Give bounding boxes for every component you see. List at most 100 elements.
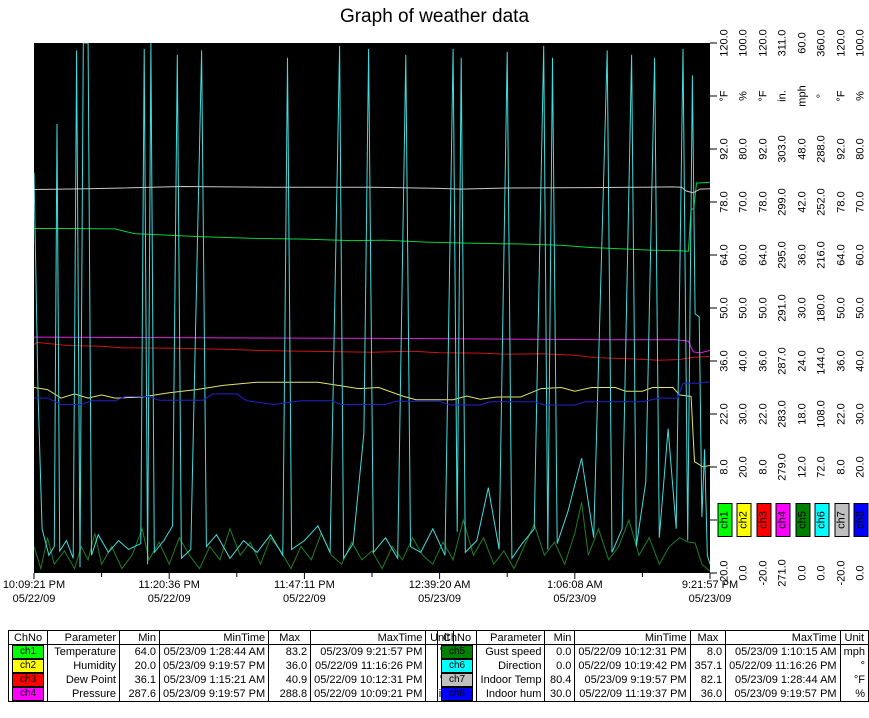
- table-header-parameter: Parameter: [475, 630, 546, 645]
- summary-table-1: ChNo Parameter Min MinTime Max MaxTime Unit ch1…: [8, 630, 455, 702]
- axis-tick-label-ch8: 0.0: [854, 565, 867, 581]
- table-header-maxtime: MaxTime: [310, 630, 427, 645]
- cell-parameter: Gust speed: [475, 644, 546, 659]
- axis-tick-label-ch7: 36.0: [835, 350, 848, 372]
- axis-tick-label-ch4: 311.0: [776, 29, 789, 57]
- table-header-mintime: MinTime: [574, 630, 691, 645]
- channel-badge-ch7: ch7: [834, 503, 850, 537]
- series-line-ch3: [34, 341, 710, 361]
- axis-unit-ch5: mph: [796, 85, 809, 107]
- x-tick-time: 12:39:20 AM: [408, 579, 471, 591]
- cell-chno: ch7: [437, 673, 477, 687]
- x-tick-date: 05/23/09: [418, 593, 461, 605]
- axis-tick-label-ch2: 70.0: [737, 191, 750, 213]
- axis-tick-label-ch8: 60.0: [854, 244, 867, 266]
- axis-tick-label-ch2: 60.0: [737, 244, 750, 266]
- axis-tick-label-ch6: 108.0: [815, 400, 828, 428]
- axis-tick-label-ch3: 78.0: [757, 191, 770, 213]
- x-tick-date: 05/22/09: [147, 593, 191, 605]
- cell-max: 357.1: [689, 659, 727, 673]
- channel-badge-ch8: ch8: [441, 687, 473, 701]
- series-line-ch6: [34, 43, 710, 568]
- x-tick-date: 05/23/09: [553, 593, 597, 605]
- axis-tick-label-ch3: 120.0: [757, 29, 770, 57]
- axis-unit-ch6: °: [815, 93, 828, 99]
- cell-min-time: 05/23/09 9:19:57 PM: [158, 687, 270, 702]
- cell-min-time: 05/23/09 9:19:57 PM: [158, 659, 270, 673]
- axis-unit-ch1: °F: [718, 90, 731, 102]
- cell-min: 20.0: [119, 659, 160, 673]
- cell-parameter: Direction: [475, 659, 546, 673]
- axis-tick-label-ch8: 40.0: [854, 350, 867, 372]
- cell-parameter: Indoor hum: [475, 687, 546, 702]
- axis-tick-label-ch8: 100.0: [854, 29, 867, 57]
- axis-tick-label-ch1: 8.0: [718, 459, 731, 475]
- axis-tick-label-ch2: 100.0: [737, 29, 750, 57]
- cell-max: 36.0: [268, 659, 312, 673]
- axis-tick-label-ch1: 120.0: [718, 29, 731, 57]
- axis-tick-label-ch8: 30.0: [854, 403, 867, 425]
- axis-tick-label-ch7: -20.0: [835, 560, 848, 586]
- cell-min-time: 05/22/09 10:12:31 PM: [574, 644, 691, 659]
- table-header-unit: Unit: [839, 630, 869, 645]
- cell-min: 36.1: [119, 673, 160, 687]
- axis-tick-label-ch5: 48.0: [796, 138, 809, 160]
- axis-tick-label-ch3: 64.0: [757, 244, 770, 266]
- table-row-ch3: ch3 Dew Point 36.1 05/23/09 1:15:21 AM 40.9 0…: [8, 673, 455, 687]
- axis-unit-ch2: %: [737, 91, 750, 101]
- series-line-ch7: [34, 185, 710, 194]
- table-row-ch4: ch4 Pressure 287.6 05/23/09 9:19:57 PM 288.8…: [8, 687, 455, 702]
- table-row-ch7: ch7 Indoor Temp 80.4 05/23/09 9:19:57 PM 82.…: [437, 673, 869, 687]
- x-tick-time: 9:21:57 PM: [681, 579, 739, 591]
- axis-tick-label-ch4: 279.0: [776, 453, 789, 481]
- table-header-max: Max: [689, 630, 727, 645]
- x-tick-date: 05/23/09: [688, 593, 732, 605]
- cell-max: 82.1: [689, 673, 727, 687]
- channel-badge-ch6: ch6: [814, 503, 830, 537]
- cell-min-time: 05/22/09 11:19:37 PM: [574, 687, 691, 702]
- axis-tick-label-ch5: 36.0: [796, 244, 809, 266]
- table-header-parameter: Parameter: [47, 630, 120, 645]
- axis-tick-label-ch6: 72.0: [815, 456, 828, 478]
- axis-tick-label-ch3: 36.0: [757, 350, 770, 372]
- cell-chno: ch4: [8, 687, 48, 702]
- x-tick-label: 9:21:57 PM 05/23/09: [650, 578, 770, 606]
- axis-tick-label-ch2: 50.0: [737, 297, 750, 319]
- channel-badge-ch2: ch2: [736, 503, 752, 537]
- cell-max-time: 05/22/09 11:16:26 PM: [310, 659, 427, 673]
- axis-tick-label-ch7: 92.0: [835, 138, 848, 160]
- table-row-ch6: ch6 Direction 0.0 05/22/09 10:19:42 PM 357.1…: [437, 659, 869, 673]
- channel-badge-ch3: ch3: [12, 673, 44, 687]
- cell-max-time: 05/22/09 10:09:21 PM: [310, 687, 427, 702]
- x-tick-time: 11:47:11 PM: [274, 579, 335, 591]
- axis-tick-label-ch7: 64.0: [835, 244, 848, 266]
- table-header-chno: ChNo: [437, 630, 477, 645]
- channel-badge-ch5: ch5: [441, 645, 473, 659]
- cell-max-time: 05/23/09 9:19:57 PM: [725, 687, 841, 702]
- x-tick-time: 10:09:21 PM: [2, 579, 66, 591]
- channel-badge-ch6: ch6: [441, 659, 473, 673]
- axis-tick-label-ch3: 8.0: [757, 459, 770, 475]
- cell-chno: ch2: [8, 659, 48, 673]
- table-header-chno: ChNo: [8, 630, 48, 645]
- channel-badge-ch2: ch2: [12, 659, 44, 673]
- cell-min: 287.6: [119, 687, 160, 702]
- cell-max-time: 05/23/09 1:28:44 AM: [725, 673, 841, 687]
- axis-unit-ch7: °F: [835, 90, 848, 102]
- cell-chno: ch1: [8, 644, 48, 659]
- axis-tick-label-ch5: 60.0: [796, 32, 809, 54]
- table-header-min: Min: [544, 630, 576, 645]
- cell-unit: °: [839, 659, 869, 673]
- axis-tick-label-ch6: 144.0: [815, 347, 828, 375]
- cell-parameter: Dew Point: [47, 673, 120, 687]
- axis-tick-label-ch6: 216.0: [815, 241, 828, 269]
- series-line-ch8: [34, 381, 710, 406]
- series-line-ch5: [34, 502, 710, 572]
- cell-max: 288.8: [268, 687, 312, 702]
- x-tick-label: 12:39:20 AM 05/23/09: [380, 578, 500, 606]
- series-line-ch2: [34, 381, 710, 468]
- axis-tick-label-ch6: 180.0: [815, 294, 828, 322]
- axis-tick-label-ch3: 50.0: [757, 297, 770, 319]
- table-row-ch8: ch8 Indoor hum 30.0 05/22/09 11:19:37 PM 36.…: [437, 687, 869, 702]
